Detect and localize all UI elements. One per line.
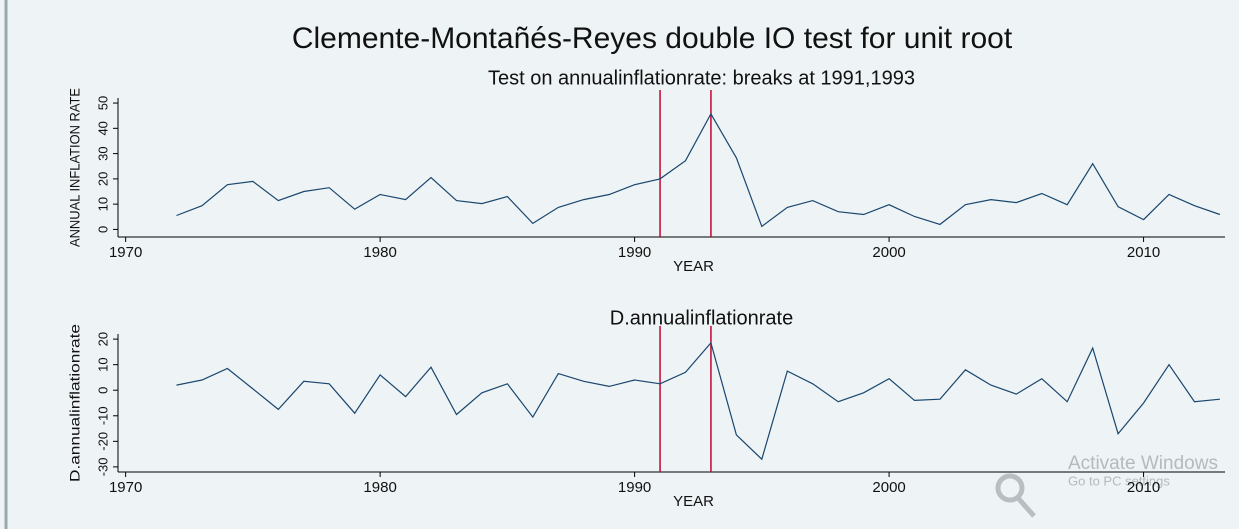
x-tick-label: 2010 — [1127, 479, 1160, 496]
y-tick-label: 40 — [95, 121, 110, 135]
y-tick-label: -30 — [95, 457, 110, 476]
x-tick-label: 2010 — [1127, 244, 1160, 261]
data-line — [176, 341, 1220, 461]
chart-title: Test on annualinflationrate: breaks at 1… — [488, 67, 915, 89]
watermark-title: Activate Windows — [1068, 453, 1218, 474]
watermark: Activate Windows Go to PC settings — [995, 453, 1218, 518]
y-axis-label: ANNUAL INFLATION RATE — [67, 88, 83, 247]
y-tick-label: 10 — [95, 197, 110, 211]
x-axis-label: YEAR — [673, 258, 714, 275]
x-axis-label: YEAR — [673, 493, 714, 510]
y-tick-label: -10 — [95, 406, 110, 425]
y-tick-label: 20 — [95, 172, 110, 186]
y-tick-label: 0 — [95, 387, 110, 394]
x-tick-label: 2000 — [872, 479, 905, 496]
y-axis-label: D.annualinflationrate — [67, 324, 83, 482]
y-tick-label: 50 — [95, 96, 110, 110]
x-tick-label: 1980 — [363, 479, 396, 496]
x-tick-label: 1970 — [109, 479, 142, 496]
y-tick-label: 20 — [95, 332, 110, 346]
watermark-icon — [995, 473, 1025, 503]
y-tick-label: 0 — [95, 226, 110, 233]
chart-title: D.annualinflationrate — [610, 307, 793, 329]
x-tick-label: 2000 — [872, 244, 905, 261]
y-tick-label: -20 — [95, 432, 110, 451]
watermark-icon — [1016, 496, 1036, 518]
page-title: Clemente-Montañés-Reyes double IO test f… — [292, 22, 1013, 55]
watermark-subtitle: Go to PC settings — [1068, 473, 1170, 488]
x-tick-label: 1980 — [363, 244, 396, 261]
x-tick-label: 1970 — [109, 244, 142, 261]
y-tick-label: 30 — [95, 146, 110, 160]
x-tick-label: 1990 — [618, 479, 651, 496]
x-tick-label: 1990 — [618, 244, 651, 261]
data-line — [176, 112, 1221, 228]
y-tick-label: 10 — [95, 357, 110, 371]
